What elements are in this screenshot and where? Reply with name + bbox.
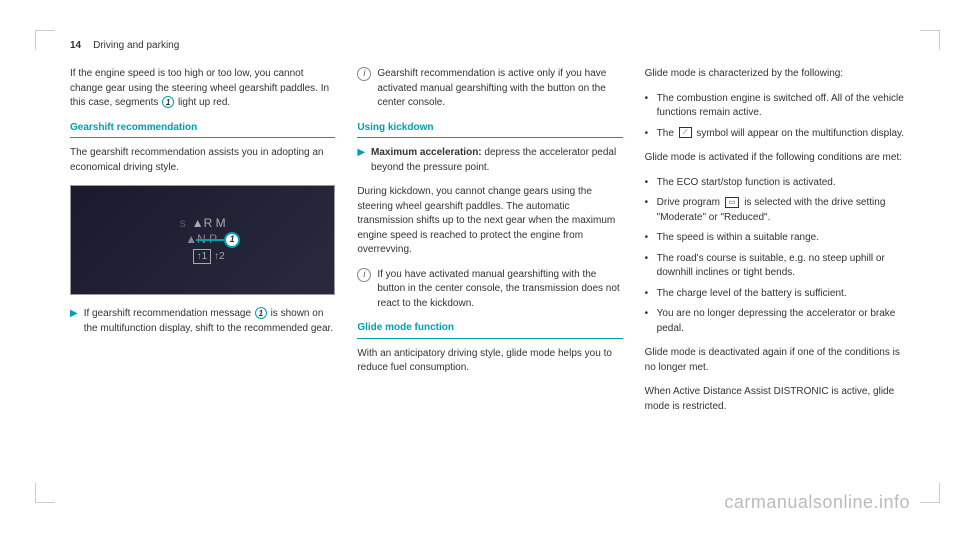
list-item: Drive program ▭ is selected with the dri… [645, 196, 910, 225]
step-max-acceleration: ▶ Maximum acceleration: depress the acce… [357, 146, 622, 175]
list-item: The combustion engine is switched off. A… [645, 92, 910, 121]
step-shift-gear: ▶ If gearshift recommendation message 1 … [70, 307, 335, 336]
list-item: You are no longer depressing the acceler… [645, 307, 910, 336]
list-glide-features: The combustion engine is switched off. A… [645, 92, 910, 142]
section-name: Driving and parking [93, 40, 179, 51]
column-2: i Gearshift recommendation is active onl… [357, 67, 622, 424]
info-gearshift-active: i Gearshift recommendation is active onl… [357, 67, 622, 111]
step-marker-icon: ▶ [357, 146, 365, 175]
gear-display: S▲R M ▲N P ◄ ↑1 ↑2 1 [173, 216, 232, 263]
info-icon: i [357, 268, 371, 282]
crop-mark-tr [920, 30, 940, 50]
para-glide-conditions: Glide mode is activated if the following… [645, 151, 910, 166]
heading-glide-mode: Glide mode function [357, 321, 622, 339]
crop-mark-bl [35, 483, 55, 503]
column-1: If the engine speed is too high or too l… [70, 67, 335, 424]
para-glide-characterized: Glide mode is characterized by the follo… [645, 67, 910, 82]
para-intro: If the engine speed is too high or too l… [70, 67, 335, 111]
info-manual-shift: i If you have activated manual gearshift… [357, 268, 622, 312]
list-item: The ⟋ symbol will appear on the multifun… [645, 127, 910, 142]
gearshift-figure: S▲R M ▲N P ◄ ↑1 ↑2 1 [70, 185, 335, 295]
step-marker-icon: ▶ [70, 307, 78, 336]
info-icon: i [357, 67, 371, 81]
para-distronic: When Active Distance Assist DISTRONIC is… [645, 385, 910, 414]
watermark: carmanualsonline.info [724, 492, 910, 513]
para-kickdown-desc: During kickdown, you cannot change gears… [357, 185, 622, 258]
crop-mark-br [920, 483, 940, 503]
drive-program-icon: ▭ [725, 197, 740, 208]
callout-1-inline: 1 [162, 96, 174, 108]
page-number: 14 [70, 40, 81, 51]
figure-callout-1: 1 [196, 232, 240, 248]
page-header: 14 Driving and parking [70, 40, 910, 51]
list-item: The charge level of the battery is suffi… [645, 287, 910, 302]
glide-symbol-icon: ⟋ [679, 127, 692, 138]
list-item: The road's course is suitable, e.g. no s… [645, 252, 910, 281]
para-glide-intro: With an anticipatory driving style, glid… [357, 347, 622, 376]
column-3: Glide mode is characterized by the follo… [645, 67, 910, 424]
para-glide-deactivated: Glide mode is deactivated again if one o… [645, 346, 910, 375]
callout-1-ref: 1 [255, 307, 267, 319]
list-glide-conditions: The ECO start/stop function is activated… [645, 176, 910, 337]
heading-gearshift-recommendation: Gearshift recommendation [70, 121, 335, 139]
list-item: The ECO start/stop function is activated… [645, 176, 910, 191]
list-item: The speed is within a suitable range. [645, 231, 910, 246]
crop-mark-tl [35, 30, 55, 50]
heading-kickdown: Using kickdown [357, 121, 622, 139]
content-columns: If the engine speed is too high or too l… [70, 67, 910, 424]
para-gearshift-desc: The gearshift recommendation assists you… [70, 146, 335, 175]
